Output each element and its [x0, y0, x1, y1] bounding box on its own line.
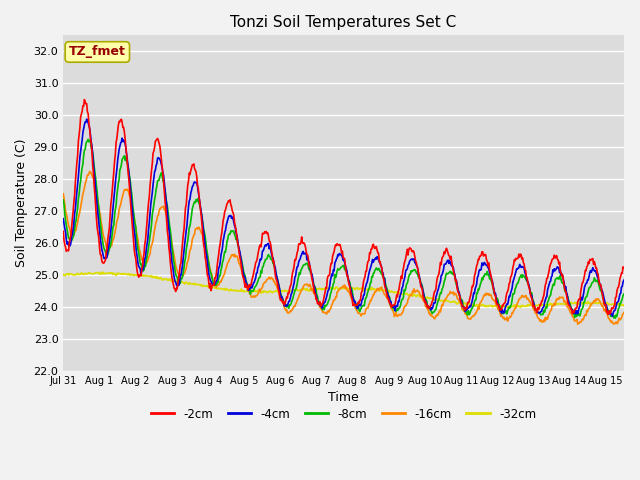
Legend: -2cm, -4cm, -8cm, -16cm, -32cm: -2cm, -4cm, -8cm, -16cm, -32cm — [146, 403, 541, 425]
Title: Tonzi Soil Temperatures Set C: Tonzi Soil Temperatures Set C — [230, 15, 457, 30]
X-axis label: Time: Time — [328, 391, 359, 404]
Text: TZ_fmet: TZ_fmet — [69, 46, 126, 59]
Y-axis label: Soil Temperature (C): Soil Temperature (C) — [15, 139, 28, 267]
